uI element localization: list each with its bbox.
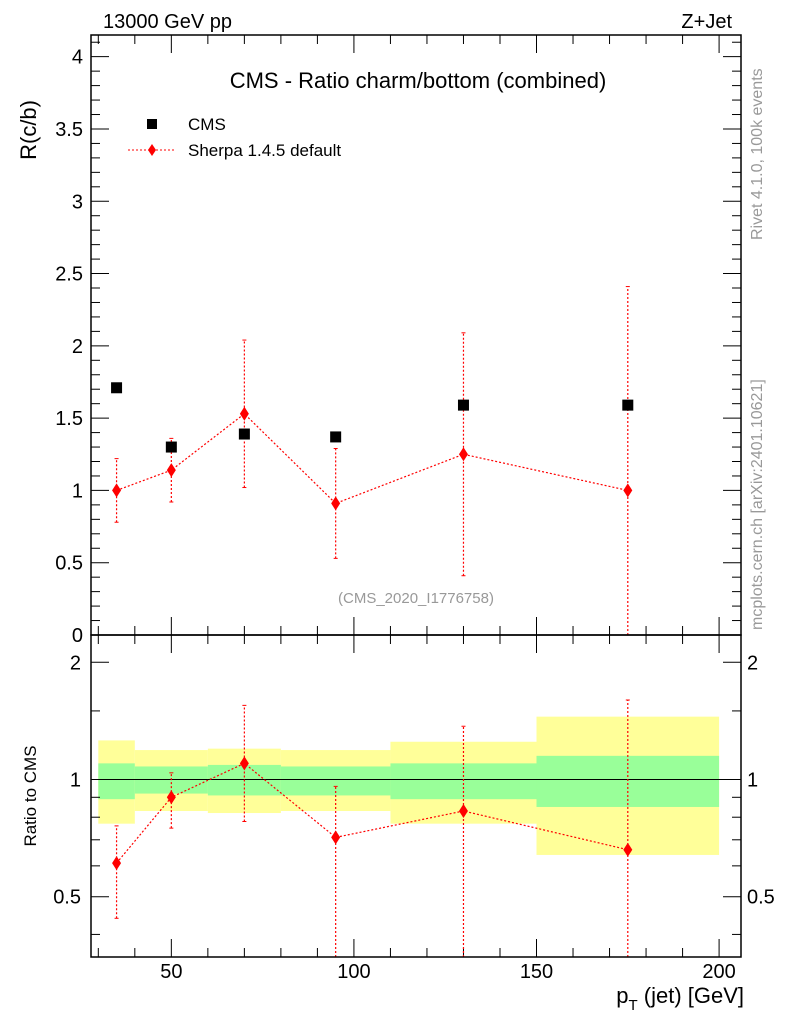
ratio-ytick-label: 0.5 — [53, 887, 81, 909]
ratio-sherpa-point — [331, 830, 341, 845]
legend: CMS Sherpa 1.4.5 default — [128, 115, 341, 160]
ratio-ytick-label-right: 1 — [747, 769, 758, 791]
legend-cms-marker — [147, 119, 157, 129]
main-ytick-label: 4 — [72, 47, 83, 69]
x-axis-label: pT (jet) [GeV] — [616, 983, 744, 1014]
main-ytick-label: 0 — [72, 625, 83, 647]
main-ytick-labels: 0 0.5 1 1.5 2 2.5 3 3.5 4 — [55, 47, 83, 647]
xtick-label: 200 — [702, 961, 735, 983]
main-ytick-label: 3 — [72, 191, 83, 213]
rivet-label: Rivet 4.1.0, 100k events — [749, 68, 766, 240]
header-left: 13000 GeV pp — [103, 11, 232, 33]
ratio-panel: 0.5 1 2 0.5 1 2 Ratio to CMS 50 100 150 200 pT … — [21, 634, 775, 1014]
main-axis-ticks — [91, 35, 741, 636]
sherpa-point — [331, 496, 341, 511]
sherpa-point — [239, 406, 249, 421]
ratio-sherpa-point — [458, 803, 468, 818]
ratio-bands — [98, 716, 720, 855]
main-ylabel: R(c/b) — [16, 100, 41, 160]
ratio-sherpa-line — [116, 762, 628, 864]
main-ytick-label: 3.5 — [55, 119, 83, 141]
legend-cms-label: CMS — [188, 115, 226, 134]
ratio-ytick-label: 1 — [70, 769, 81, 791]
legend-sherpa-marker — [148, 144, 156, 156]
ratio-ylabel: Ratio to CMS — [21, 745, 40, 846]
cms-point — [457, 399, 469, 411]
ratio-sherpa-point — [112, 856, 122, 871]
ratio-frame — [90, 634, 742, 958]
main-title: CMS - Ratio charm/bottom (combined) — [230, 68, 607, 93]
xtick-label: 150 — [520, 961, 553, 983]
xtick-labels: 50 100 150 200 — [160, 961, 736, 983]
main-series — [111, 286, 634, 635]
ratio-series — [112, 699, 633, 957]
cms-point — [238, 428, 250, 440]
ratio-ytick-labels-right: 0.5 1 2 — [747, 652, 775, 908]
main-ytick-label: 1.5 — [55, 408, 83, 430]
main-ytick-label: 1 — [72, 480, 83, 502]
ratio-ytick-label-right: 2 — [747, 652, 758, 674]
sherpa-point — [166, 463, 176, 478]
xtick-label: 50 — [160, 961, 182, 983]
cms-point — [111, 382, 123, 394]
watermark: (CMS_2020_I1776758) — [338, 590, 494, 607]
header-right: Z+Jet — [681, 11, 732, 33]
ratio-axis-ticks — [91, 635, 741, 957]
sherpa-line — [116, 413, 628, 505]
ratio-ytick-label: 2 — [70, 652, 81, 674]
main-ytick-label: 2.5 — [55, 264, 83, 286]
main-ytick-label: 2 — [72, 336, 83, 358]
cms-point — [330, 431, 342, 443]
ratio-ytick-labels: 0.5 1 2 — [53, 652, 81, 908]
ratio-sherpa-point — [239, 756, 249, 771]
cms-band-inner — [390, 763, 537, 800]
main-ytick-label: 0.5 — [55, 553, 83, 575]
ratio-sherpa-point — [623, 842, 633, 857]
legend-sherpa-label: Sherpa 1.4.5 default — [188, 141, 341, 160]
xtick-label: 100 — [337, 961, 370, 983]
sherpa-point — [112, 483, 122, 498]
sherpa-point — [458, 447, 468, 462]
x-axis-label-suffix: (jet) [GeV] — [638, 983, 744, 1008]
cms-band-inner — [280, 766, 391, 796]
x-axis-label-subscript: T — [628, 997, 637, 1014]
mcplots-label: mcplots.cern.ch [arXiv:2401.10621] — [749, 379, 766, 630]
cms-point — [165, 441, 177, 453]
ratio-sherpa-point — [166, 790, 176, 805]
sherpa-point — [623, 483, 633, 498]
cms-point — [622, 399, 634, 411]
ratio-ytick-label-right: 0.5 — [747, 887, 775, 909]
main-panel: 0 0.5 1 1.5 2 2.5 3 3.5 4 CMS - Ratio charm/bott… — [16, 34, 742, 647]
cms-band-inner — [98, 763, 135, 800]
